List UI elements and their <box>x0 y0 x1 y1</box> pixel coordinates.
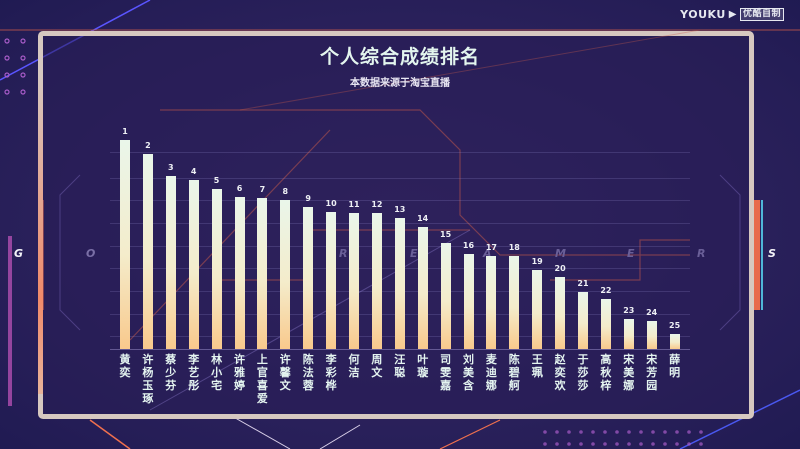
bg-letter-o: O <box>86 247 96 260</box>
category-label: 王珮 <box>531 353 543 379</box>
bar-rank-label: 2 <box>145 141 151 150</box>
category-label: 上官喜爱 <box>256 353 268 405</box>
bg-letter-e2: E <box>627 247 635 260</box>
x-axis <box>110 349 690 350</box>
bar <box>165 176 176 349</box>
bar <box>326 212 337 349</box>
category-label: 李彩桦 <box>325 353 337 392</box>
bar-rank-label: 18 <box>508 243 520 252</box>
bar <box>600 299 611 349</box>
category-label: 宋芳园 <box>646 353 658 392</box>
category-label: 高秋梓 <box>600 353 612 392</box>
bar-rank-label: 25 <box>669 321 681 330</box>
bar-rank-label: 6 <box>236 184 243 193</box>
category-label: 汪聪 <box>394 353 406 379</box>
bar-rank-label: 9 <box>305 194 311 203</box>
bar <box>646 321 657 349</box>
gridline <box>110 200 690 201</box>
youku-original-tag: 优酷自制 <box>739 8 784 21</box>
bar <box>371 213 382 349</box>
bar <box>257 198 268 349</box>
chart-subtitle: 本数据来源于淘宝直播 <box>350 78 450 89</box>
bar-rank-label: 22 <box>600 286 612 295</box>
bar-rank-label: 17 <box>485 243 497 252</box>
youku-watermark: YOUKU ▶ 优酷自制 <box>680 8 784 21</box>
bar-rank-label: 24 <box>646 308 658 317</box>
bar-rank-label: 3 <box>168 163 174 172</box>
bar-rank-label: 12 <box>371 200 383 209</box>
category-label: 黄奕 <box>119 353 131 379</box>
bar-rank-label: 7 <box>259 185 266 194</box>
play-arrow-icon: ▶ <box>728 9 737 20</box>
bar <box>555 277 566 349</box>
bar <box>280 200 291 349</box>
youku-brand: YOUKU <box>680 8 726 21</box>
category-label: 薛明 <box>669 353 681 379</box>
category-label: 许雅婷 <box>234 353 245 392</box>
category-label: 赵奕欢 <box>554 353 566 392</box>
bg-letter-r2: R <box>697 247 706 260</box>
bar <box>463 254 474 349</box>
bar <box>234 197 245 349</box>
bar <box>440 243 451 349</box>
bar-rank-label: 15 <box>440 230 452 239</box>
bar-rank-label: 4 <box>190 167 197 176</box>
bar-rank-label: 21 <box>577 279 589 288</box>
category-label: 陈碧舸 <box>508 353 520 392</box>
bar <box>349 213 359 349</box>
bar <box>394 218 405 349</box>
bar <box>486 256 497 349</box>
category-label: 李艺彤 <box>188 353 200 392</box>
gridline <box>110 178 690 179</box>
bar-rank-label: 8 <box>282 187 289 196</box>
category-label: 林小宅 <box>211 353 223 392</box>
bar-rank-label: 1 <box>122 127 128 136</box>
category-label: 刘美含 <box>463 353 474 392</box>
category-label: 何洁 <box>348 353 360 379</box>
bar <box>142 154 153 349</box>
category-label: 司雯嘉 <box>440 353 452 392</box>
category-label: 麦迪娜 <box>485 353 497 392</box>
bg-letter-a: A <box>483 247 492 260</box>
category-label: 周文 <box>371 353 383 379</box>
bar-rank-label: 10 <box>325 199 337 208</box>
bg-letter-r: R <box>339 247 348 260</box>
bar <box>623 319 634 349</box>
side-letter-right: S <box>768 247 776 260</box>
bar-rank-label: 23 <box>623 306 635 315</box>
bg-letter-e: E <box>410 247 418 260</box>
bar <box>303 207 314 349</box>
bar <box>509 256 520 349</box>
bar-rank-label: 5 <box>213 176 220 185</box>
bar <box>417 227 428 349</box>
category-label: 蔡少芬 <box>165 353 177 392</box>
bar <box>578 292 588 349</box>
category-label: 宋美娜 <box>623 353 635 392</box>
category-label: 陈法蓉 <box>302 353 314 392</box>
bg-letter-m: M <box>555 247 566 260</box>
bar <box>120 140 130 349</box>
category-label: 许馨文 <box>279 353 291 392</box>
bar-rank-label: 16 <box>462 241 475 250</box>
bar-rank-label: 14 <box>417 214 429 223</box>
bar <box>532 270 543 349</box>
gridline <box>110 152 690 153</box>
bar-rank-label: 19 <box>531 257 543 266</box>
bar <box>211 189 222 349</box>
bar-rank-label: 13 <box>394 205 406 214</box>
category-label: 于莎莎 <box>577 353 589 392</box>
bar-rank-label: 20 <box>554 264 566 273</box>
bar-rank-label: 11 <box>348 200 360 209</box>
category-label: 许杨玉琢 <box>142 353 154 405</box>
bar <box>669 334 680 349</box>
chart-title: 个人综合成绩排名 <box>319 46 480 68</box>
bar <box>188 180 199 349</box>
side-letter-left: G <box>14 247 24 260</box>
category-label: 叶璇 <box>417 353 429 379</box>
